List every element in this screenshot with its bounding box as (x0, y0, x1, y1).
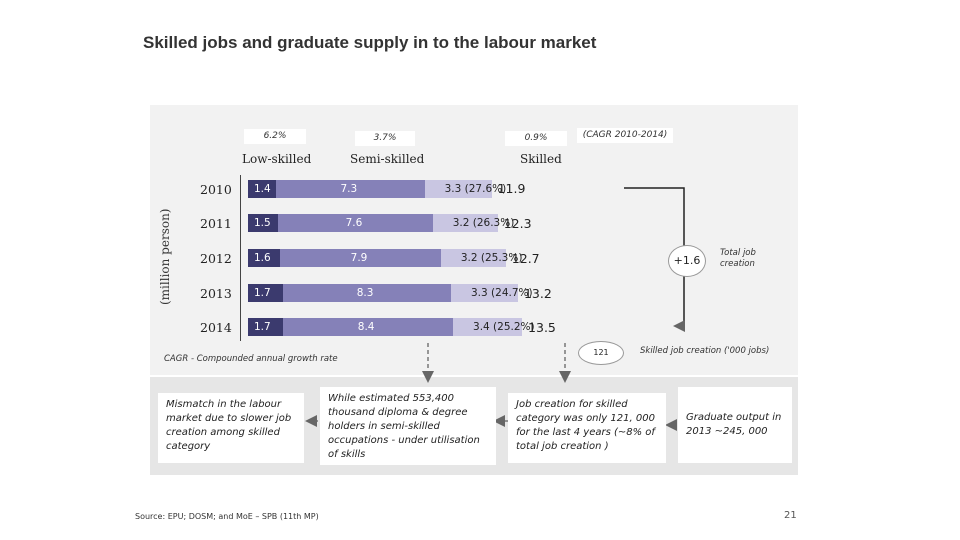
bar-value-label: 7.9 (350, 252, 368, 264)
bar-skilled (451, 284, 518, 302)
legend-skilled: Skilled (520, 152, 562, 166)
bar-value-label: 1.4 (254, 183, 271, 195)
insight-box-underutilisation: While estimated 553,400 thousand diploma… (320, 387, 496, 465)
skilled-jobs-value: 121 (593, 348, 609, 357)
total-change-label: Total job creation (720, 248, 756, 269)
bar-value-label: 7.6 (345, 217, 363, 229)
insight-box-mismatch: Mismatch in the labour market due to slo… (158, 393, 304, 463)
bar-total-label: 13.5 (528, 320, 556, 335)
bar-semi-skilled (280, 249, 441, 267)
page-number: 21 (784, 510, 797, 521)
bar-low-skilled (248, 214, 279, 232)
bar-low-skilled (248, 180, 277, 198)
cagr-definition: CAGR - Compounded annual growth rate (164, 354, 338, 364)
bar-skilled (453, 318, 523, 336)
bar-skilled (432, 214, 498, 232)
bar-row: 1.6 7.9 3.2 (25.3%) (248, 249, 522, 267)
bar-row: 1.7 8.3 3.3 (24.7%) (248, 284, 533, 302)
cagr-semi-skilled: 3.7% (355, 131, 415, 146)
bar-row: 1.7 8.4 3.4 (25.2%) (248, 318, 535, 336)
page-title: Skilled jobs and graduate supply in to t… (143, 33, 597, 52)
bar-value-label: 1.6 (254, 252, 271, 264)
insight-box-graduate-output: Graduate output in 2013 ~245, 000 (678, 387, 792, 463)
cagr-low-skilled: 6.2% (244, 129, 306, 144)
cagr-skilled: 0.9% (505, 131, 567, 146)
bar-value-label: 3.4 (25.2%) (473, 321, 535, 333)
bar-value-label: 3.3 (24.7%) (471, 287, 533, 299)
skilled-jobs-label: Skilled job creation ('000 jobs) (640, 346, 770, 356)
total-change-value: +1.6 (673, 254, 701, 267)
bar-total-label: 13.2 (523, 286, 552, 301)
total-change-circle: +1.6 (668, 245, 706, 277)
year-label: 2010 (200, 182, 232, 197)
bar-semi-skilled (278, 214, 433, 232)
year-label: 2011 (200, 216, 232, 231)
bar-total-label: 11.9 (497, 181, 526, 196)
year-label: 2012 (200, 251, 232, 266)
bar-skilled (440, 249, 506, 267)
legend-low-skilled: Low-skilled (242, 152, 312, 166)
bar-low-skilled (248, 318, 283, 336)
source-note: Source: EPU; DOSM; and MoE – SPB (11th M… (135, 512, 319, 521)
bar-low-skilled (248, 284, 283, 302)
bar-value-label: 1.7 (254, 287, 271, 299)
bar-value-label: 1.5 (254, 217, 271, 229)
legend-semi-skilled: Semi-skilled (350, 152, 425, 166)
bar-value-label: 8.4 (357, 321, 375, 333)
bar-low-skilled (248, 249, 281, 267)
year-label: 2014 (200, 320, 232, 335)
bar-value-label: 1.7 (254, 321, 271, 333)
bar-value-label: 3.3 (27.6%) (444, 183, 507, 195)
bar-value-label: 3.2 (25.3%) (460, 252, 523, 264)
bar-row: 1.5 7.6 3.2 (26.3%) (248, 214, 514, 232)
bar-row: 1.4 7.3 3.3 (27.6%) (248, 180, 506, 198)
bar-skilled (424, 180, 492, 198)
bar-total-label: 12.3 (503, 216, 532, 231)
cagr-period-label: (CAGR 2010-2014) (577, 128, 673, 143)
insight-box-job-creation: Job creation for skilled category was on… (508, 393, 666, 463)
bar-value-label: 3.2 (26.3%) (452, 217, 515, 229)
year-label: 2013 (200, 286, 232, 301)
bar-value-label: 7.3 (340, 183, 358, 195)
bar-semi-skilled (276, 180, 425, 198)
skilled-jobs-circle: 121 (578, 341, 624, 365)
bar-total-label: 12.7 (511, 251, 540, 266)
bar-semi-skilled (282, 284, 451, 302)
bar-semi-skilled (282, 318, 454, 336)
bar-value-label: 8.3 (356, 287, 374, 299)
category-axis-line (240, 175, 241, 341)
